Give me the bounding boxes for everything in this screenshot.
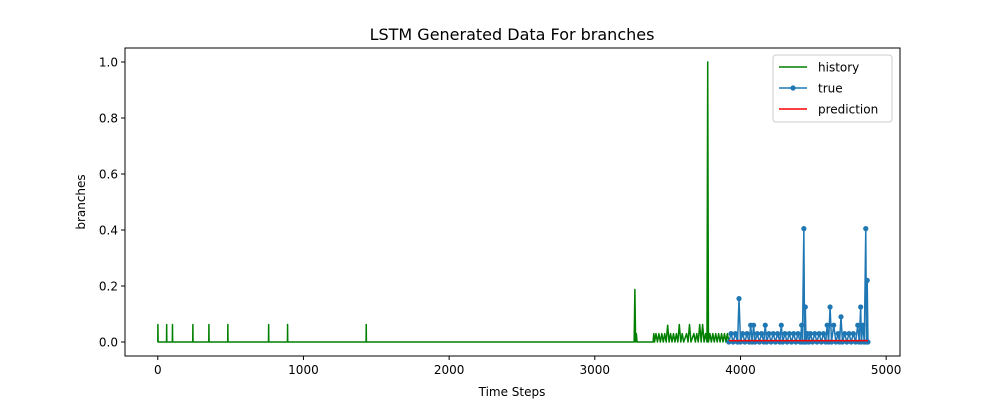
data-point-true [778, 322, 784, 328]
data-point-true [750, 322, 757, 328]
series-line-history [157, 61, 730, 343]
data-point-true [791, 331, 797, 337]
data-point-true [795, 331, 801, 337]
x-tick-label: 2000 [434, 363, 465, 377]
data-point-true [838, 314, 844, 320]
data-point-true [759, 331, 765, 337]
data-point-true [766, 331, 772, 337]
axis-layer: 0 1000 2000 3000 4000 5000 0.0 0.2 0.4 0.6 0.8 1.0 [99, 56, 902, 378]
data-point-true [736, 296, 742, 302]
data-point-true [801, 226, 807, 232]
data-point-true [842, 331, 848, 337]
data-point-true [858, 304, 864, 310]
data-point-true [799, 322, 805, 328]
data-point-true [824, 322, 830, 328]
data-point-true [744, 331, 750, 337]
x-tick-label: 5000 [871, 363, 902, 377]
data-point-true [864, 277, 870, 283]
data-point-true [835, 331, 841, 337]
data-point-true [728, 331, 734, 337]
data-point-true [770, 331, 776, 337]
y-tick-label: 0.0 [99, 336, 118, 350]
data-point-true [827, 304, 833, 310]
data-point-true [762, 322, 768, 328]
data-point-true [802, 304, 808, 310]
data-point-true [820, 331, 827, 337]
data-point-true [831, 322, 837, 328]
data-point-true [782, 331, 788, 337]
data-point-true [786, 331, 792, 337]
y-tick-label: 0.6 [99, 168, 118, 182]
y-axis-label: branches [74, 174, 88, 229]
x-axis-label: Time Steps [478, 385, 546, 399]
legend-marker-true [790, 85, 796, 91]
x-tick-label: 1000 [288, 363, 319, 377]
data-point-true [846, 331, 852, 337]
data-point-true [855, 322, 861, 328]
x-tick-label: 4000 [725, 363, 756, 377]
plot-frame [124, 47, 901, 357]
data-point-true [754, 331, 760, 337]
chart-title: LSTM Generated Data For branches [370, 25, 655, 44]
data-point-true [812, 331, 818, 337]
data-point-true [740, 331, 746, 337]
data-point-true [807, 331, 814, 337]
legend-label-true: true [818, 82, 843, 96]
legend-label-history: history [818, 61, 859, 75]
y-tick-label: 1.0 [99, 56, 118, 70]
y-tick-label: 0.4 [99, 224, 118, 238]
legend-label-prediction: prediction [818, 103, 878, 117]
data-point-true [816, 331, 822, 337]
data-point-true [863, 226, 869, 232]
y-tick-label: 0.2 [99, 280, 118, 294]
data-layer [157, 61, 871, 345]
legend: history true prediction [772, 54, 893, 123]
x-tick-label: 3000 [580, 363, 611, 377]
legend-box [772, 54, 893, 123]
plot-area [125, 48, 900, 356]
data-point-true [850, 331, 856, 337]
y-tick-label: 0.8 [99, 112, 118, 126]
data-point-true [732, 331, 738, 337]
data-point-true [860, 322, 866, 328]
x-tick-label: 0 [154, 363, 162, 377]
data-point-true [775, 331, 781, 337]
